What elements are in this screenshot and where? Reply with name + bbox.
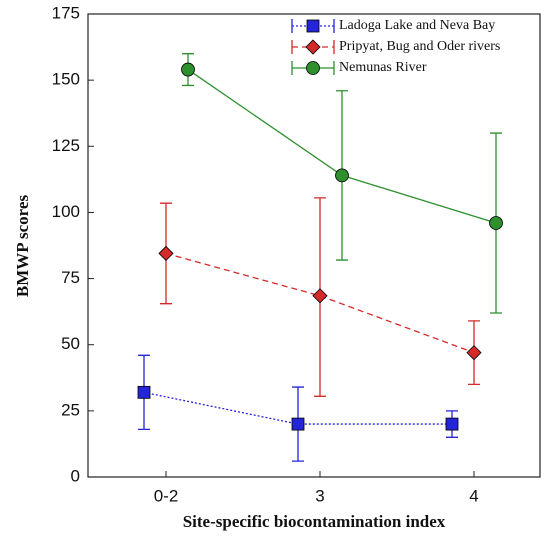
legend-marker <box>305 39 321 55</box>
legend-label: Nemunas River <box>339 60 427 75</box>
series-line <box>165 252 475 354</box>
x-tick-label: 0-2 <box>154 486 179 505</box>
y-tick-label: 100 <box>52 202 80 221</box>
legend-marker <box>306 61 320 75</box>
y-tick-label: 25 <box>61 400 80 419</box>
data-point <box>137 385 151 399</box>
legend-marker <box>306 19 320 33</box>
y-tick-label: 50 <box>61 334 80 353</box>
legend-errorbar <box>291 61 335 75</box>
data-point <box>445 417 459 431</box>
data-point <box>291 417 305 431</box>
data-point <box>335 168 349 183</box>
data-point <box>466 345 482 361</box>
y-tick-label: 125 <box>52 136 80 155</box>
data-point <box>312 288 328 304</box>
data-point <box>489 216 503 230</box>
legend-errorbar <box>291 19 335 33</box>
x-tick-label: 3 <box>315 486 324 505</box>
y-tick-label: 0 <box>71 466 80 485</box>
data-point <box>158 245 174 262</box>
y-tick-label: 75 <box>61 268 80 287</box>
plot-frame <box>87 13 541 478</box>
legend-errorbar <box>291 40 335 54</box>
data-point <box>181 62 195 77</box>
y-axis-label: BMWP scores <box>13 195 32 298</box>
legend-label: Ladoga Lake and Neva Bay <box>339 18 495 33</box>
y-tick-label: 175 <box>52 3 80 22</box>
y-tick-label: 150 <box>52 70 80 89</box>
x-axis-label: Site-specific biocontamination index <box>183 512 446 531</box>
legend-label: Pripyat, Bug and Oder rivers <box>339 39 500 54</box>
x-tick-label: 4 <box>469 486 478 505</box>
